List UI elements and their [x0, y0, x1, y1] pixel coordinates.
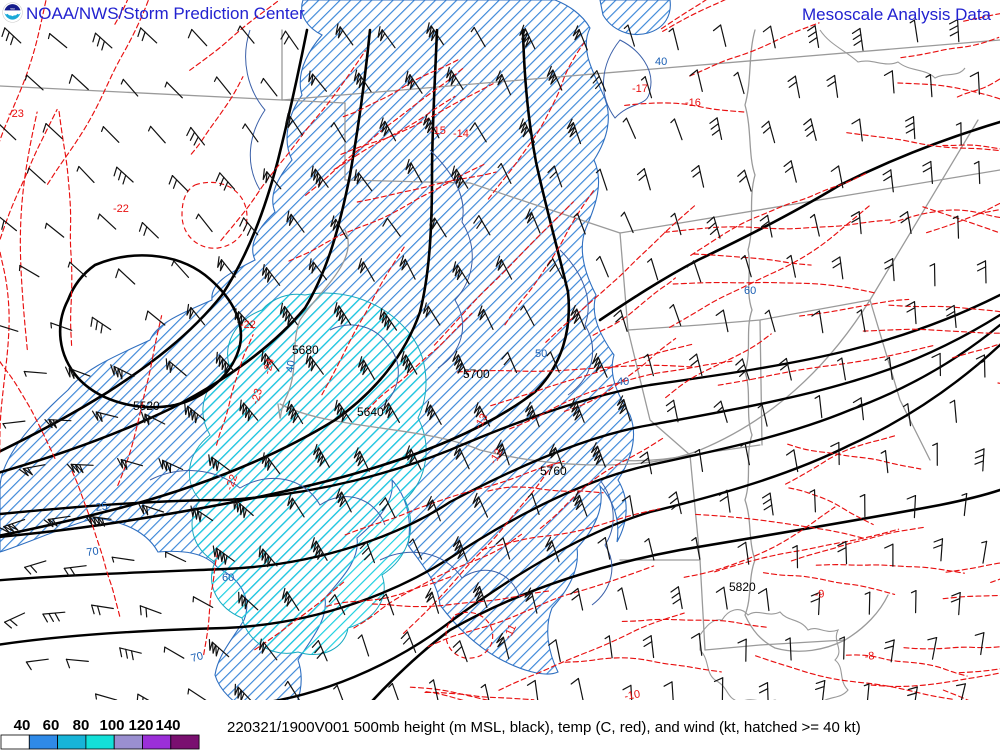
- svg-text:-23: -23: [8, 108, 24, 120]
- svg-text:-14: -14: [453, 128, 469, 140]
- svg-text:60: 60: [222, 572, 234, 584]
- svg-text:5680: 5680: [292, 343, 319, 357]
- svg-text:140: 140: [155, 717, 180, 734]
- svg-text:40: 40: [284, 359, 298, 373]
- svg-text:40: 40: [655, 56, 667, 68]
- svg-text:40: 40: [14, 717, 31, 734]
- svg-text:-17: -17: [632, 83, 648, 95]
- svg-text:100: 100: [99, 717, 124, 734]
- svg-text:5640: 5640: [357, 405, 384, 419]
- svg-text:5700: 5700: [463, 367, 490, 381]
- svg-text:-22: -22: [113, 203, 129, 215]
- svg-text:80: 80: [73, 717, 90, 734]
- svg-text:-8: -8: [864, 650, 875, 663]
- svg-text:-16: -16: [685, 97, 701, 109]
- svg-text:40: 40: [617, 376, 629, 388]
- svg-text:5520: 5520: [133, 399, 160, 413]
- svg-text:60: 60: [43, 717, 60, 734]
- svg-text:-9: -9: [814, 588, 825, 601]
- svg-text:5820: 5820: [729, 580, 756, 594]
- svg-text:-22: -22: [240, 319, 256, 331]
- svg-text:25: 25: [95, 500, 109, 514]
- svg-text:50: 50: [535, 348, 547, 360]
- svg-text:5760: 5760: [540, 464, 567, 478]
- svg-text:70: 70: [86, 545, 100, 559]
- svg-text:60: 60: [744, 285, 756, 297]
- svg-text:120: 120: [128, 717, 153, 734]
- svg-text:-15: -15: [430, 125, 446, 137]
